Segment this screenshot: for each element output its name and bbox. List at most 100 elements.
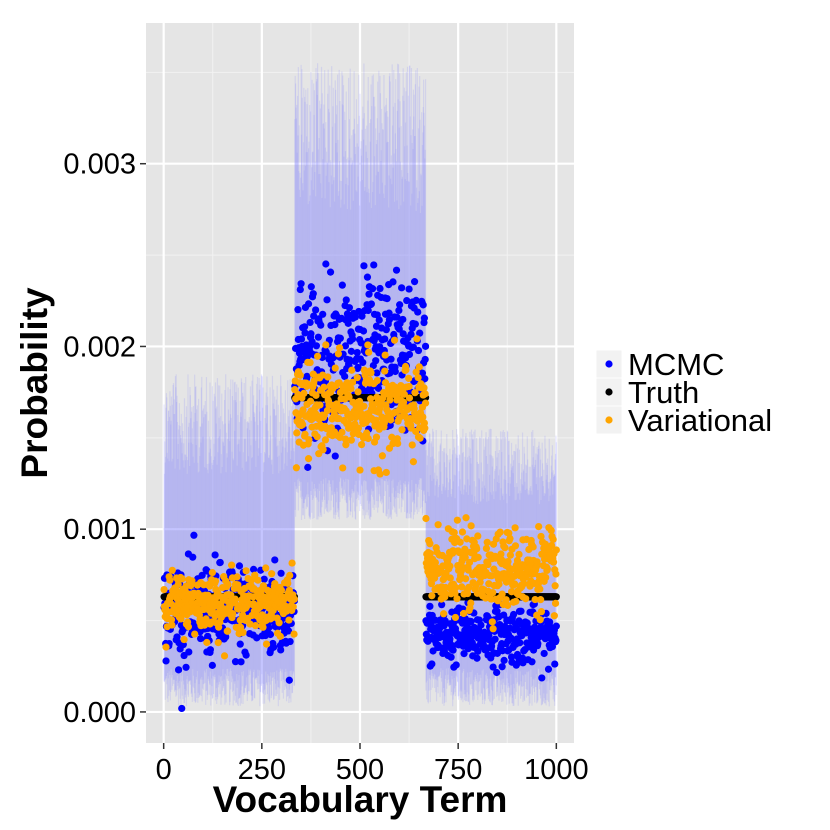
variational-point: [194, 605, 202, 613]
variational-point: [461, 545, 469, 553]
variational-point: [537, 596, 545, 604]
mcmc-point: [277, 569, 285, 577]
variational-point: [323, 406, 332, 415]
legend-key-mcmc: [605, 360, 613, 368]
variational-point: [339, 464, 347, 472]
variational-point: [177, 615, 185, 623]
variational-point: [462, 514, 470, 522]
variational-point: [334, 350, 343, 358]
mcmc-point: [395, 325, 403, 333]
variational-point: [526, 562, 535, 570]
variational-point: [312, 391, 320, 399]
variational-point: [498, 590, 506, 598]
mcmc-point: [375, 316, 383, 324]
variational-point: [162, 643, 170, 651]
variational-point: [504, 601, 512, 609]
mcmc-point: [474, 647, 482, 655]
mcmc-point: [265, 623, 273, 632]
variational-point: [461, 553, 469, 562]
variational-point: [463, 589, 472, 598]
variational-point: [313, 352, 322, 360]
variational-point: [446, 562, 454, 570]
x-tick-label: 1000: [524, 754, 589, 786]
mcmc-point: [421, 375, 429, 383]
mcmc-point: [348, 335, 357, 343]
mcmc-point: [306, 318, 314, 327]
mcmc-point: [387, 355, 395, 363]
variational-point: [316, 401, 324, 409]
variational-point: [549, 535, 557, 543]
mcmc-point: [438, 601, 446, 609]
mcmc-point: [285, 676, 293, 684]
variational-point: [208, 568, 216, 577]
variational-point: [234, 581, 242, 589]
axes: 0 250 500 750 1000 0.000 0.001 0.002 0.003: [63, 149, 588, 786]
mcmc-point: [389, 278, 397, 286]
y-tick-label: 0.003: [63, 149, 136, 181]
mcmc-point: [190, 531, 198, 539]
variational-point: [285, 616, 293, 624]
mcmc-point: [358, 312, 366, 320]
mcmc-point: [460, 650, 468, 658]
variational-point: [228, 561, 236, 569]
variational-point: [184, 623, 193, 631]
variational-point: [450, 528, 458, 537]
legend-label-mcmc: MCMC: [628, 347, 724, 382]
variational-point: [271, 580, 279, 588]
variational-point: [458, 583, 466, 591]
x-tick-label: 750: [434, 754, 482, 786]
variational-point: [268, 570, 276, 578]
variational-point: [345, 393, 353, 401]
variational-point: [441, 589, 449, 598]
mcmc-point: [498, 663, 506, 671]
variational-point: [290, 595, 299, 603]
variational-point: [284, 579, 292, 587]
truth-point: [552, 593, 560, 601]
mcmc-point: [222, 633, 230, 641]
variational-point: [191, 630, 199, 638]
variational-point: [426, 549, 434, 558]
variational-point: [214, 639, 222, 647]
variational-point: [301, 430, 309, 438]
mcmc-point: [304, 463, 312, 471]
variational-point: [376, 470, 384, 478]
mcmc-point: [414, 308, 422, 316]
variational-point: [537, 608, 546, 616]
variational-point: [465, 558, 474, 567]
mcmc-point: [516, 639, 524, 647]
variational-point: [166, 576, 174, 584]
variational-point: [505, 529, 513, 537]
variational-point: [331, 364, 339, 372]
variational-point: [293, 429, 301, 437]
mcmc-point: [421, 342, 430, 350]
mcmc-point: [196, 634, 205, 643]
variational-point: [160, 585, 168, 594]
variational-point: [489, 625, 497, 633]
mcmc-point: [416, 329, 424, 337]
variational-point: [378, 452, 386, 460]
variational-point: [363, 429, 371, 437]
variational-point: [473, 545, 481, 553]
variational-point: [319, 446, 327, 454]
mcmc-point: [353, 349, 361, 357]
variational-point: [364, 341, 372, 349]
variational-point: [506, 551, 514, 559]
mcmc-point: [398, 284, 406, 292]
mcmc-point: [414, 346, 423, 355]
mcmc-point: [341, 342, 350, 350]
mcmc-point: [326, 268, 335, 276]
variational-point: [276, 632, 284, 640]
mcmc-point: [237, 658, 245, 666]
mcmc-point: [354, 363, 362, 372]
variational-point: [288, 559, 296, 567]
variational-point: [513, 556, 522, 565]
variational-point: [506, 534, 514, 543]
mcmc-point: [359, 358, 367, 367]
mcmc-point: [360, 262, 368, 270]
variational-point: [462, 575, 470, 583]
mcmc-point: [467, 617, 475, 626]
mcmc-point: [317, 321, 325, 329]
mcmc-point: [405, 350, 414, 359]
mcmc-point: [538, 674, 546, 682]
legend-label-variational: Variational: [628, 403, 772, 438]
